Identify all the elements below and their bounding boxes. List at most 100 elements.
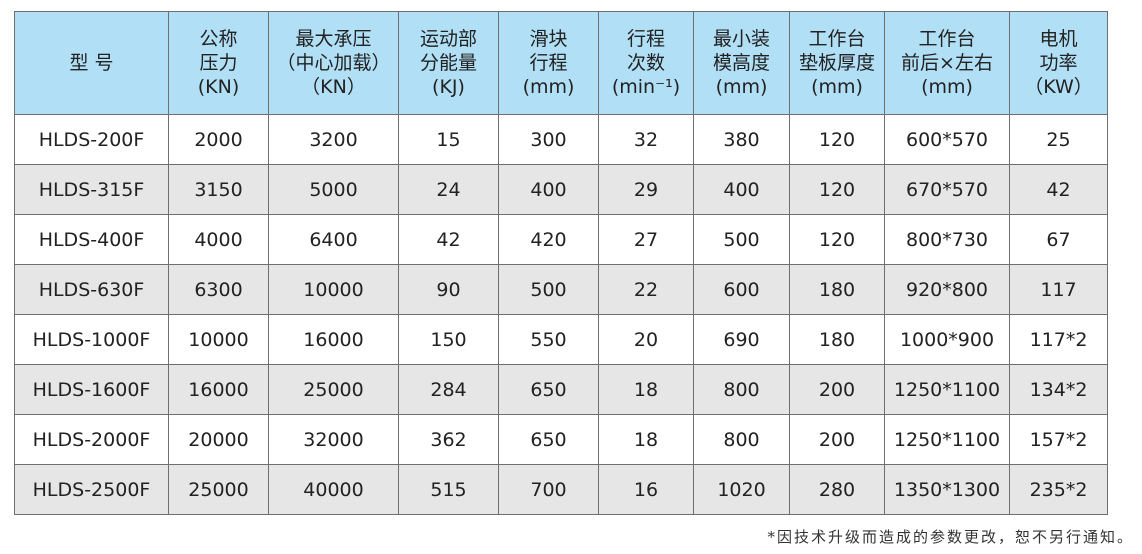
model-cell: HLDS-630F: [14, 264, 169, 315]
model-cell: HLDS-400F: [14, 214, 169, 265]
value-cell: 400: [498, 164, 599, 215]
value-cell: 117*2: [1009, 314, 1108, 365]
value-cell: 515: [398, 464, 499, 515]
value-cell: 920*800: [884, 264, 1010, 315]
header-line: (mm): [811, 76, 863, 98]
header-line: (mm): [715, 76, 768, 98]
value-cell: 284: [398, 364, 499, 415]
value-cell: 300: [498, 114, 599, 165]
model-cell: HLDS-315F: [14, 164, 169, 215]
header-line: 工作台: [918, 28, 976, 50]
value-cell: 25000: [268, 364, 399, 415]
value-cell: 22: [598, 264, 694, 315]
value-cell: 120: [789, 214, 885, 265]
value-cell: 16: [598, 464, 694, 515]
value-cell: 550: [498, 314, 599, 365]
table-row: HLDS-630F 6300 10000 90 500 22 600 180 920*800 11…: [14, 264, 1108, 315]
value-cell: 27: [598, 214, 694, 265]
value-cell: 20000: [168, 414, 269, 465]
value-cell: 3150: [168, 164, 269, 215]
value-cell: 700: [498, 464, 599, 515]
table-row: HLDS-400F 4000 6400 42 420 27 500 120 800*730 67: [14, 214, 1108, 265]
table-row: HLDS-2000F 20000 32000 362 650 18 800 200 1250*1…: [14, 414, 1108, 465]
value-cell: 6400: [268, 214, 399, 265]
header-line: 行程: [626, 28, 665, 50]
value-cell: 650: [498, 364, 599, 415]
header-line: 滑块: [529, 28, 568, 50]
model-cell: HLDS-2000F: [14, 414, 169, 465]
value-cell: 2000: [168, 114, 269, 165]
value-cell: 16000: [268, 314, 399, 365]
value-cell: 117: [1009, 264, 1108, 315]
value-cell: 380: [693, 114, 790, 165]
value-cell: 180: [789, 264, 885, 315]
header-line: 运动部: [419, 28, 477, 50]
value-cell: 25: [1009, 114, 1108, 165]
footnote: *因技术升级而造成的参数更改，恕不另行通知。: [767, 528, 1134, 546]
value-cell: 10000: [168, 314, 269, 365]
value-cell: 800*730: [884, 214, 1010, 265]
value-cell: 120: [789, 114, 885, 165]
column-header: 公称 压力 (KN): [168, 11, 269, 115]
value-cell: 1250*1100: [884, 414, 1010, 465]
table-row: HLDS-315F 3150 5000 24 400 29 400 120 670*570 42: [14, 164, 1108, 215]
column-header: 滑块 行程 (mm): [498, 11, 599, 115]
value-cell: 134*2: [1009, 364, 1108, 415]
value-cell: 3200: [268, 114, 399, 165]
header-line: （KN）: [301, 76, 366, 98]
value-cell: 180: [789, 314, 885, 365]
value-cell: 670*570: [884, 164, 1010, 215]
column-header: 工作台 垫板厚度 (mm): [789, 11, 885, 115]
column-header: 运动部 分能量 (KJ): [398, 11, 499, 115]
value-cell: 280: [789, 464, 885, 515]
header-line: 分能量: [419, 52, 477, 74]
header-line: 工作台: [808, 28, 866, 50]
model-cell: HLDS-2500F: [14, 464, 169, 515]
header-line: 电机: [1039, 28, 1078, 50]
model-cell: HLDS-1000F: [14, 314, 169, 365]
header-line: 行程: [529, 52, 568, 74]
value-cell: 600: [693, 264, 790, 315]
value-cell: 67: [1009, 214, 1108, 265]
table-row: HLDS-1600F 16000 25000 284 650 18 800 200 1250*1…: [14, 364, 1108, 415]
value-cell: 15: [398, 114, 499, 165]
value-cell: 1020: [693, 464, 790, 515]
value-cell: 1250*1100: [884, 364, 1010, 415]
column-header: 最小装 模高度 (mm): [693, 11, 790, 115]
value-cell: 10000: [268, 264, 399, 315]
header-line: (min⁻¹): [611, 76, 681, 98]
value-cell: 600*570: [884, 114, 1010, 165]
value-cell: 16000: [168, 364, 269, 415]
header-line: 最大承压: [295, 28, 372, 50]
value-cell: 25000: [168, 464, 269, 515]
header-row: 型 号公称 压力 (KN) 最大承压 （中心加载） （KN） 运动部 分能量 (KJ) 滑块 行程(…: [14, 11, 1108, 115]
value-cell: 420: [498, 214, 599, 265]
header-line: 公称: [199, 28, 238, 50]
header-line: (mm): [522, 76, 575, 98]
value-cell: 650: [498, 414, 599, 465]
value-cell: 6300: [168, 264, 269, 315]
value-cell: 400: [693, 164, 790, 215]
header-line: 型 号: [69, 52, 114, 74]
value-cell: 24: [398, 164, 499, 215]
value-cell: 42: [398, 214, 499, 265]
value-cell: 40000: [268, 464, 399, 515]
value-cell: 1350*1300: [884, 464, 1010, 515]
header-line: 最小装: [712, 28, 770, 50]
spec-table: 型 号公称 压力 (KN) 最大承压 （中心加载） （KN） 运动部 分能量 (KJ) 滑块 行程(…: [14, 11, 1108, 515]
value-cell: 800: [693, 414, 790, 465]
value-cell: 200: [789, 364, 885, 415]
value-cell: 32: [598, 114, 694, 165]
value-cell: 690: [693, 314, 790, 365]
value-cell: 5000: [268, 164, 399, 215]
value-cell: 90: [398, 264, 499, 315]
table-row: HLDS-1000F 10000 16000 150 550 20 690 180 1000*9…: [14, 314, 1108, 365]
value-cell: 18: [598, 414, 694, 465]
value-cell: 500: [693, 214, 790, 265]
header-line: 模高度: [712, 52, 770, 74]
value-cell: 800: [693, 364, 790, 415]
header-line: 压力: [199, 52, 238, 74]
model-cell: HLDS-1600F: [14, 364, 169, 415]
value-cell: 362: [398, 414, 499, 465]
value-cell: 235*2: [1009, 464, 1108, 515]
